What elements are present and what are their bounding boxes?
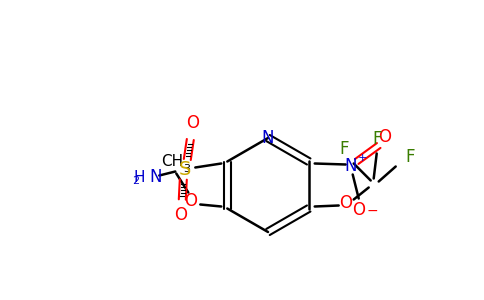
Text: N: N xyxy=(149,169,162,187)
Text: +: + xyxy=(358,154,367,164)
Text: O: O xyxy=(352,202,365,220)
Text: O: O xyxy=(339,194,352,212)
Text: S: S xyxy=(179,160,192,179)
Text: CH: CH xyxy=(161,154,183,169)
Text: 2: 2 xyxy=(132,176,139,187)
Text: −: − xyxy=(367,203,378,218)
Text: N: N xyxy=(345,158,357,175)
Text: F: F xyxy=(339,140,348,158)
Text: F: F xyxy=(372,130,381,148)
Text: F: F xyxy=(405,148,414,166)
Text: O: O xyxy=(378,128,391,146)
Text: 3: 3 xyxy=(183,164,190,173)
Text: O: O xyxy=(174,206,187,224)
Text: N: N xyxy=(262,129,274,147)
Text: O: O xyxy=(184,191,197,209)
Text: O: O xyxy=(186,115,199,133)
Text: H: H xyxy=(134,170,145,185)
